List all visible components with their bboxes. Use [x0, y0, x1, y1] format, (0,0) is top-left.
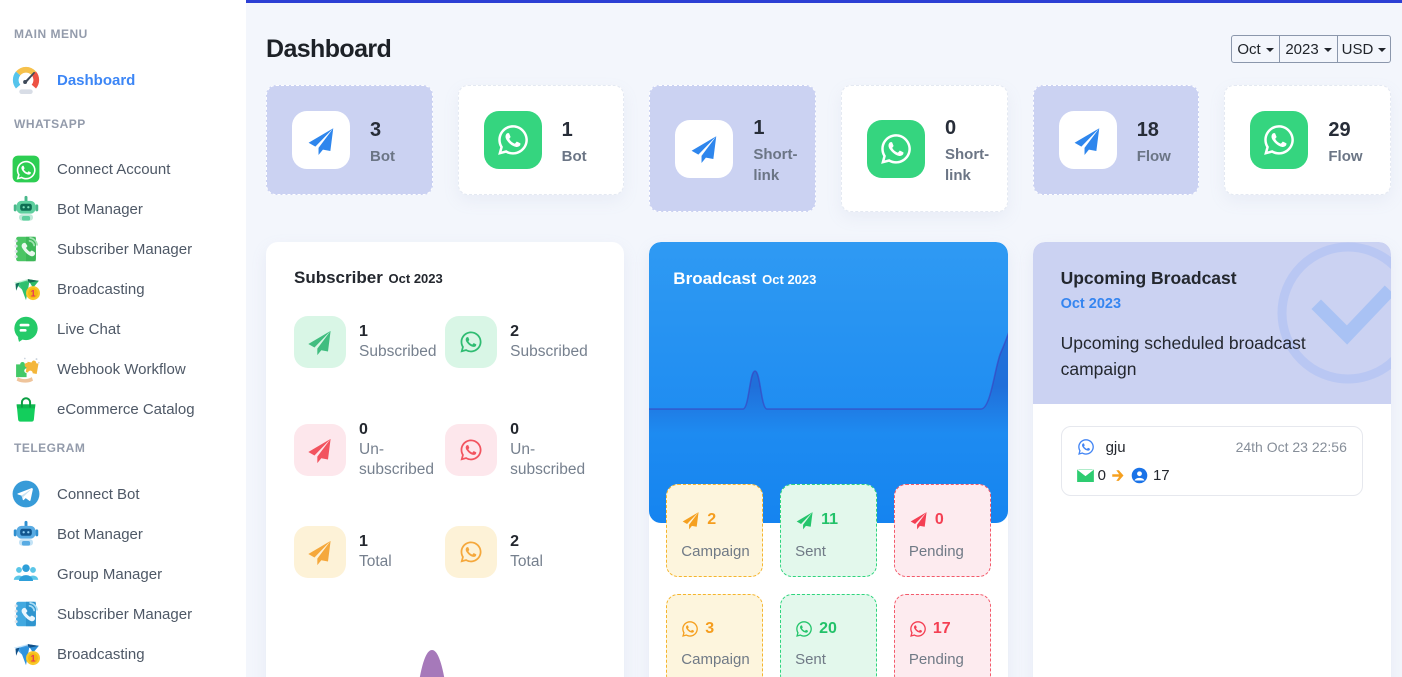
- svg-text:1: 1: [31, 288, 36, 298]
- svg-text:1: 1: [31, 653, 36, 663]
